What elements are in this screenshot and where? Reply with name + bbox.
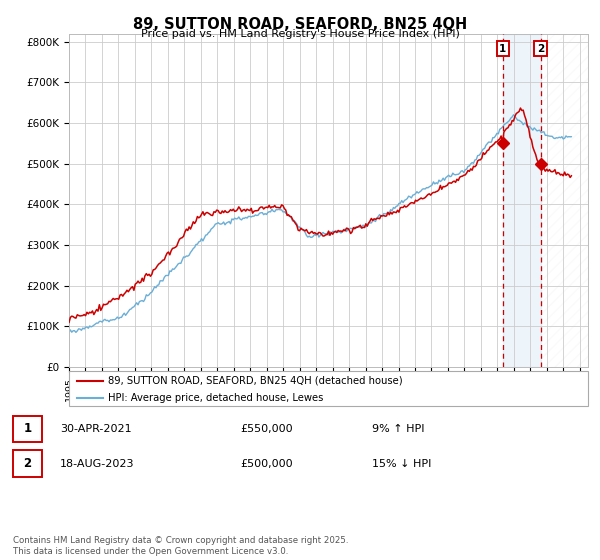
Text: 15% ↓ HPI: 15% ↓ HPI xyxy=(372,459,431,469)
Text: 2: 2 xyxy=(23,457,32,470)
Text: £500,000: £500,000 xyxy=(240,459,293,469)
Bar xyxy=(541,34,588,367)
Text: Price paid vs. HM Land Registry's House Price Index (HPI): Price paid vs. HM Land Registry's House … xyxy=(140,29,460,39)
Bar xyxy=(503,34,541,367)
Text: HPI: Average price, detached house, Lewes: HPI: Average price, detached house, Lewe… xyxy=(108,393,323,403)
Text: 30-APR-2021: 30-APR-2021 xyxy=(60,424,131,434)
Text: 1: 1 xyxy=(23,422,32,436)
Text: 89, SUTTON ROAD, SEAFORD, BN25 4QH (detached house): 89, SUTTON ROAD, SEAFORD, BN25 4QH (deta… xyxy=(108,376,403,386)
Text: 1: 1 xyxy=(499,44,506,54)
Text: 9% ↑ HPI: 9% ↑ HPI xyxy=(372,424,425,434)
Text: £550,000: £550,000 xyxy=(240,424,293,434)
Text: 18-AUG-2023: 18-AUG-2023 xyxy=(60,459,134,469)
Text: 2: 2 xyxy=(537,44,544,54)
Text: Contains HM Land Registry data © Crown copyright and database right 2025.
This d: Contains HM Land Registry data © Crown c… xyxy=(13,536,349,556)
Text: 89, SUTTON ROAD, SEAFORD, BN25 4QH: 89, SUTTON ROAD, SEAFORD, BN25 4QH xyxy=(133,17,467,32)
